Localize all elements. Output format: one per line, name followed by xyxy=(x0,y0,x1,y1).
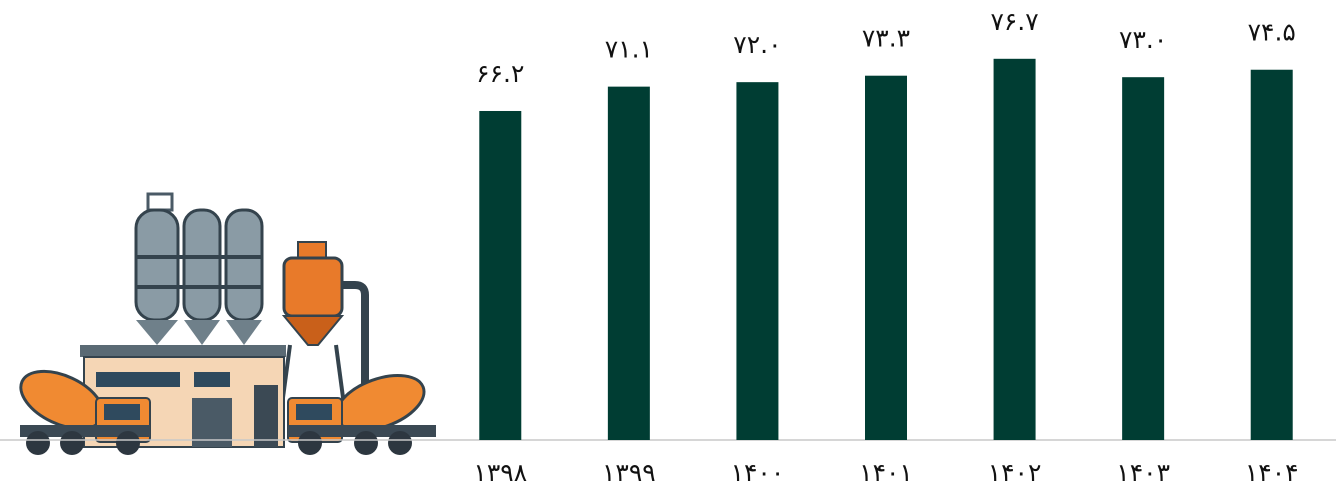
bar xyxy=(865,75,907,440)
bar xyxy=(736,82,779,440)
x-tick-label: ۱۴۰۰ xyxy=(731,458,785,486)
value-label: ۶۶.۲ xyxy=(476,59,524,88)
bar xyxy=(993,58,1036,441)
x-tick-label: ۱۴۰۴ xyxy=(1245,458,1299,486)
value-label: ۷۶.۷ xyxy=(990,7,1038,36)
value-label: ۷۴.۵ xyxy=(1248,18,1296,47)
bar xyxy=(607,86,650,441)
x-tick-label: ۱۴۰۱ xyxy=(859,458,913,486)
x-tick-label: ۱۳۹۹ xyxy=(602,458,656,486)
bar xyxy=(1250,69,1293,441)
value-label: ۷۲.۰ xyxy=(733,30,781,59)
value-label: ۷۳.۳ xyxy=(862,24,910,53)
bar xyxy=(479,110,522,441)
value-label: ۷۳.۰ xyxy=(1119,25,1167,54)
bar xyxy=(1122,77,1165,440)
x-tick-label: ۱۴۰۲ xyxy=(988,458,1042,486)
value-label: ۷۱.۱ xyxy=(605,35,653,64)
factory-illustration xyxy=(19,192,436,455)
x-tick-label: ۱۴۰۳ xyxy=(1116,458,1170,486)
x-tick-label: ۱۳۹۸ xyxy=(473,458,527,486)
